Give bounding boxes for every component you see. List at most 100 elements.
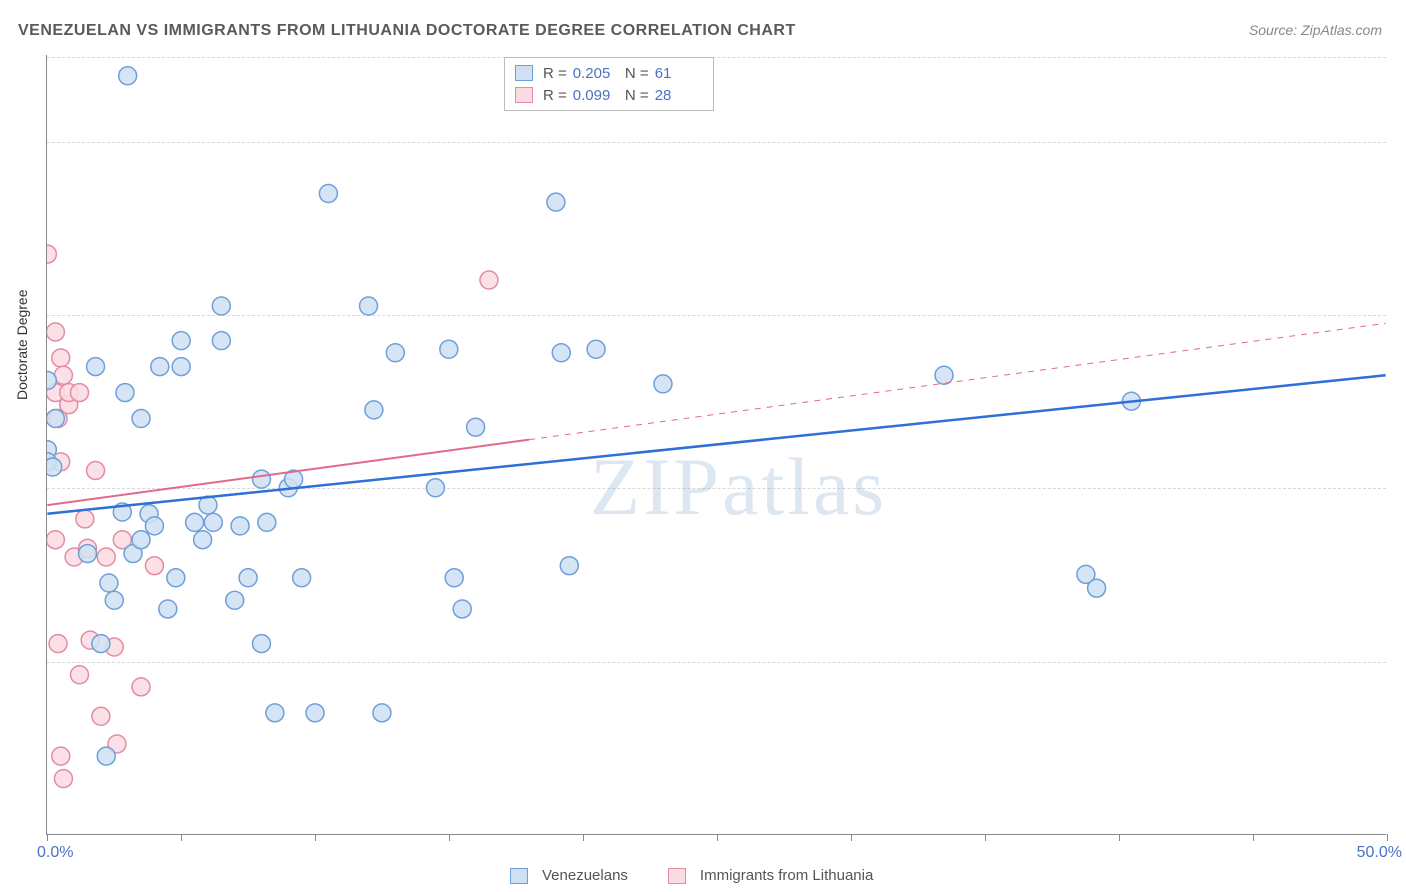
scatter-point bbox=[97, 747, 115, 765]
scatter-point bbox=[319, 185, 337, 203]
scatter-point bbox=[252, 635, 270, 653]
scatter-point bbox=[172, 332, 190, 350]
x-tick bbox=[1119, 834, 1120, 841]
scatter-point bbox=[54, 770, 72, 788]
legend-label-bottom-1: Venezuelans bbox=[542, 867, 628, 884]
x-tick bbox=[717, 834, 718, 841]
series-legend: Venezuelans Immigrants from Lithuania bbox=[510, 867, 873, 884]
scatter-point bbox=[480, 271, 498, 289]
scatter-point bbox=[306, 704, 324, 722]
scatter-point bbox=[151, 358, 169, 376]
legend-r-value-2: 0.099 bbox=[573, 87, 621, 104]
legend-r-label: R = bbox=[543, 87, 567, 104]
scatter-point bbox=[266, 704, 284, 722]
x-tick bbox=[851, 834, 852, 841]
scatter-point bbox=[1088, 579, 1106, 597]
scatter-point bbox=[47, 458, 62, 476]
scatter-point bbox=[52, 747, 70, 765]
scatter-point bbox=[373, 704, 391, 722]
trend-line bbox=[47, 375, 1385, 513]
scatter-point bbox=[239, 569, 257, 587]
scatter-point bbox=[132, 410, 150, 428]
scatter-point bbox=[92, 635, 110, 653]
legend-label-bottom-2: Immigrants from Lithuania bbox=[700, 867, 873, 884]
plot-area: 1.0%2.0%3.0%4.0%0.0%50.0% bbox=[46, 55, 1386, 835]
scatter-point bbox=[186, 513, 204, 531]
scatter-point bbox=[159, 600, 177, 618]
legend-n-label: N = bbox=[621, 65, 649, 82]
scatter-point bbox=[70, 666, 88, 684]
scatter-point bbox=[87, 358, 105, 376]
scatter-point bbox=[360, 297, 378, 315]
scatter-point bbox=[212, 297, 230, 315]
scatter-point bbox=[365, 401, 383, 419]
legend-swatch-bottom-2 bbox=[668, 868, 686, 884]
x-label-min: 0.0% bbox=[37, 844, 73, 862]
x-tick bbox=[449, 834, 450, 841]
scatter-point bbox=[52, 349, 70, 367]
scatter-point bbox=[145, 557, 163, 575]
scatter-point bbox=[47, 323, 64, 341]
y-tick-label: 3.0% bbox=[1392, 306, 1406, 324]
scatter-point bbox=[547, 193, 565, 211]
scatter-point bbox=[87, 461, 105, 479]
legend-row-series-1: R = 0.205 N = 61 bbox=[515, 62, 703, 84]
x-tick bbox=[181, 834, 182, 841]
scatter-point bbox=[105, 591, 123, 609]
legend-n-label: N = bbox=[621, 87, 649, 104]
x-tick bbox=[583, 834, 584, 841]
scatter-svg bbox=[47, 55, 1386, 834]
y-tick-label: 1.0% bbox=[1392, 653, 1406, 671]
x-label-max: 50.0% bbox=[1357, 844, 1402, 862]
scatter-point bbox=[560, 557, 578, 575]
scatter-point bbox=[70, 384, 88, 402]
scatter-point bbox=[172, 358, 190, 376]
scatter-point bbox=[212, 332, 230, 350]
source-attribution: Source: ZipAtlas.com bbox=[1249, 22, 1382, 38]
scatter-point bbox=[552, 344, 570, 362]
scatter-point bbox=[54, 366, 72, 384]
x-tick bbox=[985, 834, 986, 841]
scatter-point bbox=[654, 375, 672, 393]
scatter-point bbox=[194, 531, 212, 549]
scatter-point bbox=[293, 569, 311, 587]
scatter-point bbox=[132, 678, 150, 696]
legend-row-series-2: R = 0.099 N = 28 bbox=[515, 84, 703, 106]
scatter-point bbox=[935, 366, 953, 384]
scatter-point bbox=[467, 418, 485, 436]
scatter-point bbox=[258, 513, 276, 531]
scatter-point bbox=[49, 635, 67, 653]
scatter-point bbox=[92, 707, 110, 725]
scatter-point bbox=[47, 245, 56, 263]
scatter-point bbox=[445, 569, 463, 587]
y-axis-title: Doctorate Degree bbox=[14, 289, 30, 400]
scatter-point bbox=[252, 470, 270, 488]
scatter-point bbox=[119, 67, 137, 85]
chart-container: VENEZUELAN VS IMMIGRANTS FROM LITHUANIA … bbox=[0, 0, 1406, 892]
scatter-point bbox=[386, 344, 404, 362]
legend-swatch-series-1 bbox=[515, 65, 533, 81]
legend-r-label: R = bbox=[543, 65, 567, 82]
x-tick bbox=[47, 834, 48, 841]
scatter-point bbox=[453, 600, 471, 618]
scatter-point bbox=[100, 574, 118, 592]
legend-swatch-series-2 bbox=[515, 87, 533, 103]
x-tick bbox=[1387, 834, 1388, 841]
scatter-point bbox=[226, 591, 244, 609]
y-tick-label: 2.0% bbox=[1392, 479, 1406, 497]
scatter-point bbox=[76, 510, 94, 528]
scatter-point bbox=[145, 517, 163, 535]
x-tick bbox=[1253, 834, 1254, 841]
scatter-point bbox=[132, 531, 150, 549]
scatter-point bbox=[47, 410, 64, 428]
scatter-point bbox=[97, 548, 115, 566]
scatter-point bbox=[204, 513, 222, 531]
scatter-point bbox=[116, 384, 134, 402]
legend-n-value-1: 61 bbox=[655, 65, 703, 82]
correlation-legend: R = 0.205 N = 61 R = 0.099 N = 28 bbox=[504, 57, 714, 111]
scatter-point bbox=[167, 569, 185, 587]
chart-title: VENEZUELAN VS IMMIGRANTS FROM LITHUANIA … bbox=[18, 22, 796, 40]
legend-r-value-1: 0.205 bbox=[573, 65, 621, 82]
y-tick-label: 4.0% bbox=[1392, 133, 1406, 151]
scatter-point bbox=[587, 340, 605, 358]
